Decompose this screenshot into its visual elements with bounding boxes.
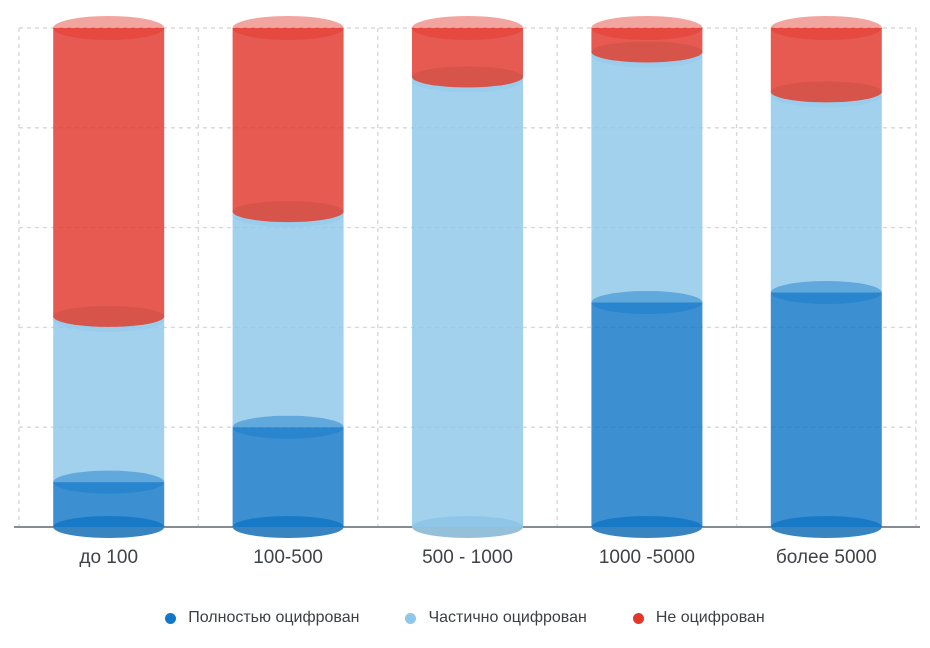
red-segment-bottom-cap[interactable] (770, 81, 882, 103)
category-label: до 100 (79, 547, 138, 568)
legend-dot-icon (165, 612, 177, 624)
red-segment-bottom-cap[interactable] (412, 66, 523, 88)
red-segment-bottom-cap[interactable] (232, 201, 344, 223)
segment-partially-digitized[interactable] (53, 317, 165, 483)
category-label: 1000 -5000 (599, 547, 695, 568)
category-label: 500 - 1000 (422, 547, 513, 568)
legend-label: Полностью оцифрован (188, 609, 360, 626)
chart-legend: Полностью оцифрован Частично оцифрован Не … (0, 598, 930, 638)
segment-fully-digitized[interactable] (770, 292, 882, 527)
cylinder-top-cap[interactable] (412, 16, 523, 40)
segment-fully-digitized[interactable] (591, 302, 703, 527)
bar-3[interactable] (591, 16, 703, 538)
dark-segment-top-cap[interactable] (770, 280, 882, 304)
bar-2[interactable] (412, 16, 523, 538)
legend-item-2[interactable]: Не оцифрован (632, 609, 765, 626)
dark-segment-top-cap[interactable] (232, 415, 344, 439)
legend-dot-icon (405, 612, 417, 624)
segment-partially-digitized[interactable] (232, 212, 344, 428)
cylinder-top-cap[interactable] (232, 16, 344, 40)
segment-not-digitized[interactable] (53, 28, 165, 318)
stacked-cylinder-chart: до 100 100-500 500 - 1000 1000 -5000 более 5… (14, 16, 920, 568)
cylinder-top-cap[interactable] (591, 16, 703, 40)
category-label: более 5000 (776, 547, 877, 568)
bar-0[interactable] (53, 16, 165, 538)
segment-fully-digitized[interactable] (53, 482, 165, 527)
segment-partially-digitized[interactable] (591, 52, 703, 303)
category-label: 100-500 (253, 547, 323, 568)
segment-not-digitized[interactable] (232, 28, 344, 213)
red-segment-bottom-cap[interactable] (53, 305, 165, 327)
dark-segment-top-cap[interactable] (591, 290, 703, 314)
bar-1[interactable] (232, 16, 344, 538)
dark-segment-top-cap[interactable] (53, 470, 165, 494)
legend-label: Частично оцифрован (428, 609, 587, 626)
legend-item-0[interactable]: Полностью оцифрован (165, 610, 359, 626)
legend-dot-icon (632, 612, 644, 624)
segment-fully-digitized[interactable] (232, 427, 344, 527)
legend-item-1[interactable]: Частично оцифрован (405, 609, 587, 626)
legend-label: Не оцифрован (655, 609, 765, 626)
red-segment-bottom-cap[interactable] (591, 41, 703, 63)
cylinder-top-cap[interactable] (53, 16, 165, 40)
cylinder-top-cap[interactable] (770, 16, 882, 40)
segment-partially-digitized[interactable] (412, 77, 523, 528)
bar-4[interactable] (770, 16, 882, 538)
segment-partially-digitized[interactable] (770, 92, 882, 293)
